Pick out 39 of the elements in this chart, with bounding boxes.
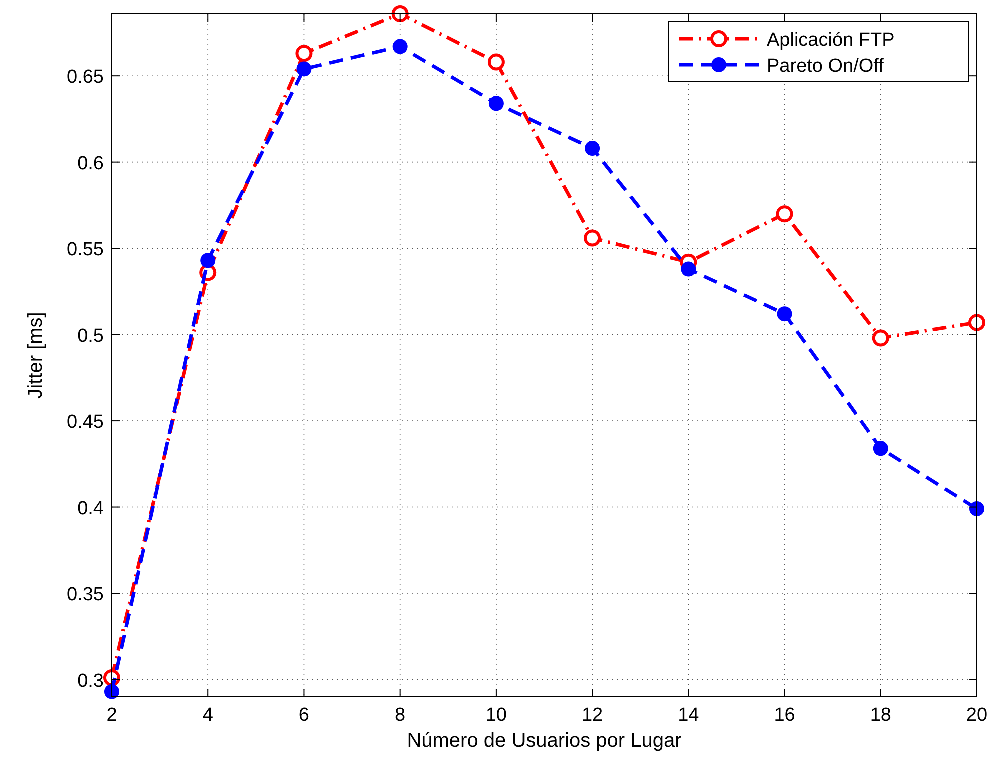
- x-tick-label: 8: [395, 705, 406, 726]
- y-tick-label: 0.45: [67, 412, 104, 434]
- x-tick-label: 16: [774, 705, 796, 726]
- point: [296, 62, 312, 77]
- x-tick-label: 12: [582, 705, 604, 726]
- point: [200, 253, 216, 268]
- y-tick-label: 0.35: [67, 584, 104, 606]
- y-axis-title: Jitter [ms]: [25, 312, 47, 399]
- y-tick-label: 0.5: [78, 326, 104, 347]
- point: [776, 206, 794, 223]
- x-tick-label: 18: [870, 705, 892, 726]
- point: [968, 314, 986, 332]
- point: [488, 54, 505, 71]
- point: [488, 96, 504, 112]
- point: [681, 262, 696, 277]
- point: [777, 306, 792, 322]
- point: [104, 684, 120, 700]
- point: [970, 502, 984, 517]
- x-tick-label: 10: [486, 705, 508, 726]
- point: [872, 330, 890, 347]
- x-tick-label: 2: [106, 705, 118, 726]
- y-tick-label: 0.3: [78, 670, 104, 692]
- point: [584, 230, 602, 247]
- x-tick-label: 4: [202, 705, 214, 726]
- x-axis-title: Número de Usuarios por Lugar: [407, 730, 682, 752]
- x-tick-label: 6: [298, 705, 310, 726]
- legend-label: Pareto On/Off: [767, 56, 885, 77]
- y-tick-label: 0.55: [67, 240, 104, 261]
- y-tick-label: 0.4: [78, 498, 104, 520]
- x-tick-label: 14: [678, 705, 700, 726]
- point: [873, 441, 888, 456]
- y-tick-label: 0.65: [67, 67, 104, 88]
- point: [392, 6, 409, 22]
- point: [296, 45, 313, 62]
- x-tick-label: 20: [966, 705, 988, 726]
- y-tick-label: 0.6: [78, 153, 104, 174]
- point: [392, 39, 408, 54]
- point: [585, 141, 600, 156]
- legend-label: Aplicación FTP: [767, 30, 895, 51]
